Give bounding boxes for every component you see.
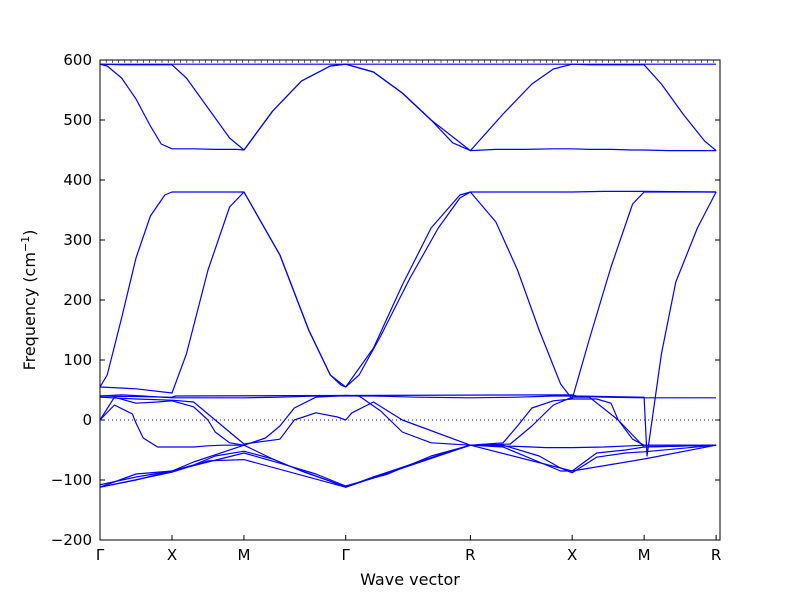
x-tick-label: X [167,546,177,564]
y-tick-label: −100 [51,471,92,489]
x-tick-label: R [465,546,475,564]
x-tick-label: M [237,546,250,564]
y-tick-label: 200 [63,291,92,309]
y-axis-label: Frequency (cm−1) [19,230,39,371]
plot-frame [99,59,721,541]
y-axis-label-close: ) [20,230,39,236]
y-axis-label-exponent: −1 [19,236,32,252]
band-line [100,404,244,448]
band-line [100,444,717,488]
x-tick-label: Γ [342,546,351,564]
x-axis-label: Wave vector [360,570,460,589]
x-tick-label: M [638,546,651,564]
band-line [100,396,717,448]
band-line [100,444,717,488]
y-tick-label: 600 [63,51,92,69]
y-axis-label-main: Frequency (cm [20,252,39,370]
y-tick-label: 0 [82,411,92,429]
y-tick-label: 100 [63,351,92,369]
band-line [100,63,717,152]
band-line [100,191,717,400]
band-lines [100,63,717,488]
x-tick-label: X [567,546,577,564]
y-axis-ticks: −200 −100 0 100 200 300 400 500 600 [51,51,720,549]
y-tick-label: 500 [63,111,92,129]
y-tick-label: 300 [63,231,92,249]
x-tick-label: R [711,546,721,564]
x-tick-label: Γ [96,546,105,564]
y-tick-label: 400 [63,171,92,189]
y-tick-label: −200 [51,531,92,549]
